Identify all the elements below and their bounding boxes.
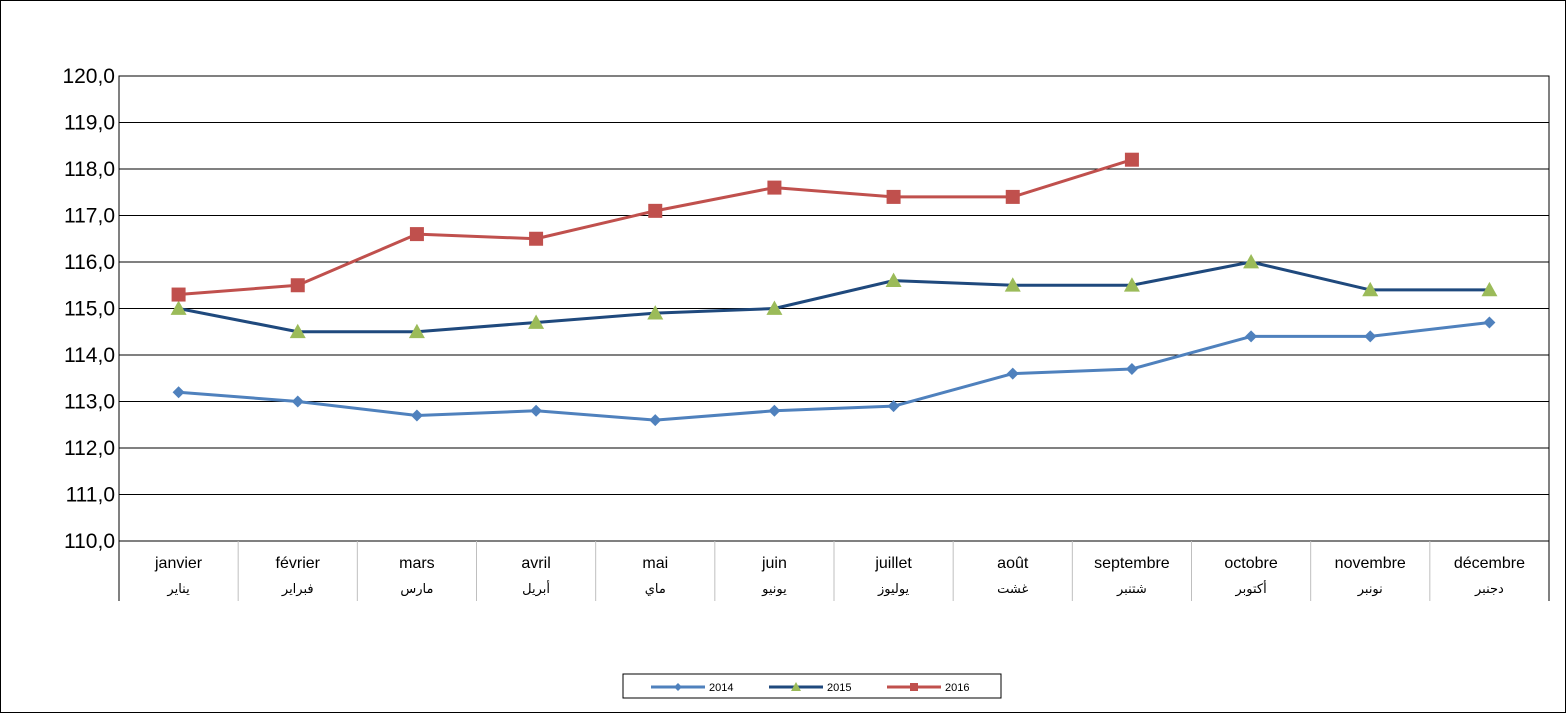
y-tick-label: 111,0 bbox=[66, 484, 115, 507]
y-tick-label: 112,0 bbox=[64, 437, 115, 460]
data-point-2016 bbox=[529, 231, 544, 246]
y-tick-label: 120,0 bbox=[62, 65, 115, 88]
x-tick-label-fr: janvier bbox=[154, 555, 203, 572]
data-point-2014 bbox=[172, 386, 185, 399]
y-tick-label: 119,0 bbox=[64, 112, 115, 135]
data-point-2016 bbox=[767, 180, 782, 195]
data-point-2014 bbox=[291, 395, 304, 408]
data-point-2015 bbox=[289, 323, 306, 339]
x-tick-label-ar: شتنبر bbox=[1116, 582, 1147, 597]
legend-marker-2015 bbox=[791, 682, 801, 691]
data-point-2014 bbox=[410, 409, 423, 422]
x-tick-label-fr: mai bbox=[642, 555, 668, 572]
x-tick-label-ar: دجنبر bbox=[1474, 582, 1504, 597]
x-tick-label-ar: نونبر bbox=[1357, 582, 1383, 597]
x-tick-label-fr: novembre bbox=[1335, 555, 1406, 572]
data-point-2015 bbox=[1481, 281, 1498, 297]
y-tick-label: 116,0 bbox=[64, 251, 115, 274]
y-tick-label: 115,0 bbox=[64, 298, 115, 321]
x-tick-label-fr: juillet bbox=[874, 555, 912, 572]
data-point-2015 bbox=[408, 323, 425, 339]
x-tick-label-fr: juin bbox=[761, 555, 787, 572]
data-point-2016 bbox=[1005, 189, 1020, 204]
x-tick-label-fr: août bbox=[997, 555, 1029, 572]
x-tick-label-fr: février bbox=[276, 555, 321, 572]
data-point-2015 bbox=[1243, 254, 1260, 269]
data-point-2014 bbox=[887, 400, 900, 413]
x-tick-label-ar: مارس bbox=[400, 582, 433, 597]
data-point-2016 bbox=[648, 203, 663, 218]
data-point-2014 bbox=[1483, 316, 1496, 329]
x-tick-label-ar: فبراير bbox=[281, 582, 314, 597]
x-tick-label-ar: يناير bbox=[166, 582, 190, 597]
data-point-2015 bbox=[528, 314, 545, 329]
series-line-2015 bbox=[178, 260, 1490, 334]
x-tick-label-fr: octobre bbox=[1224, 555, 1277, 572]
data-point-2016 bbox=[171, 287, 186, 302]
data-point-2016 bbox=[409, 227, 424, 242]
y-tick-label: 117,0 bbox=[64, 205, 115, 228]
data-point-2016 bbox=[1124, 152, 1139, 167]
legend-marker-2016 bbox=[910, 683, 918, 691]
legend-marker-2014 bbox=[674, 683, 682, 691]
data-point-2014 bbox=[649, 414, 662, 427]
data-point-2015 bbox=[1362, 281, 1379, 297]
data-point-2015 bbox=[885, 272, 902, 287]
y-tick-label: 114,0 bbox=[64, 344, 115, 367]
data-point-2015 bbox=[647, 305, 664, 320]
data-point-2015 bbox=[1123, 277, 1140, 292]
data-point-2016 bbox=[886, 189, 901, 204]
data-point-2014 bbox=[768, 404, 781, 417]
x-tick-label-ar: يونيو bbox=[761, 582, 787, 597]
x-tick-label-ar: أبريل bbox=[522, 580, 550, 597]
data-point-2014 bbox=[1006, 367, 1019, 380]
y-tick-label: 118,0 bbox=[64, 158, 115, 181]
x-tick-label-fr: décembre bbox=[1454, 555, 1525, 572]
y-tick-label: 110,0 bbox=[64, 530, 115, 553]
y-tick-label: 113,0 bbox=[64, 391, 115, 414]
data-point-2016 bbox=[290, 278, 305, 293]
data-point-2015 bbox=[1004, 277, 1021, 292]
x-tick-label-ar: يوليوز bbox=[877, 582, 910, 597]
data-point-2014 bbox=[1125, 362, 1138, 375]
series-line-2014 bbox=[178, 320, 1490, 422]
legend-label-2016: 2016 bbox=[945, 682, 969, 694]
data-point-2015 bbox=[766, 300, 783, 315]
x-tick-label-ar: أكتوبر bbox=[1234, 580, 1266, 597]
data-point-2014 bbox=[530, 404, 543, 417]
data-point-2015 bbox=[170, 300, 187, 315]
legend-label-2014: 2014 bbox=[709, 682, 733, 694]
legend-label-2015: 2015 bbox=[827, 682, 851, 694]
x-tick-label-fr: mars bbox=[399, 555, 435, 572]
x-tick-label-ar: غشت bbox=[997, 582, 1028, 597]
x-tick-label-ar: ماي bbox=[645, 582, 666, 597]
data-point-2014 bbox=[1364, 330, 1377, 343]
x-tick-label-fr: septembre bbox=[1094, 555, 1170, 572]
data-point-2014 bbox=[1245, 330, 1258, 343]
x-tick-label-fr: avril bbox=[521, 555, 550, 572]
